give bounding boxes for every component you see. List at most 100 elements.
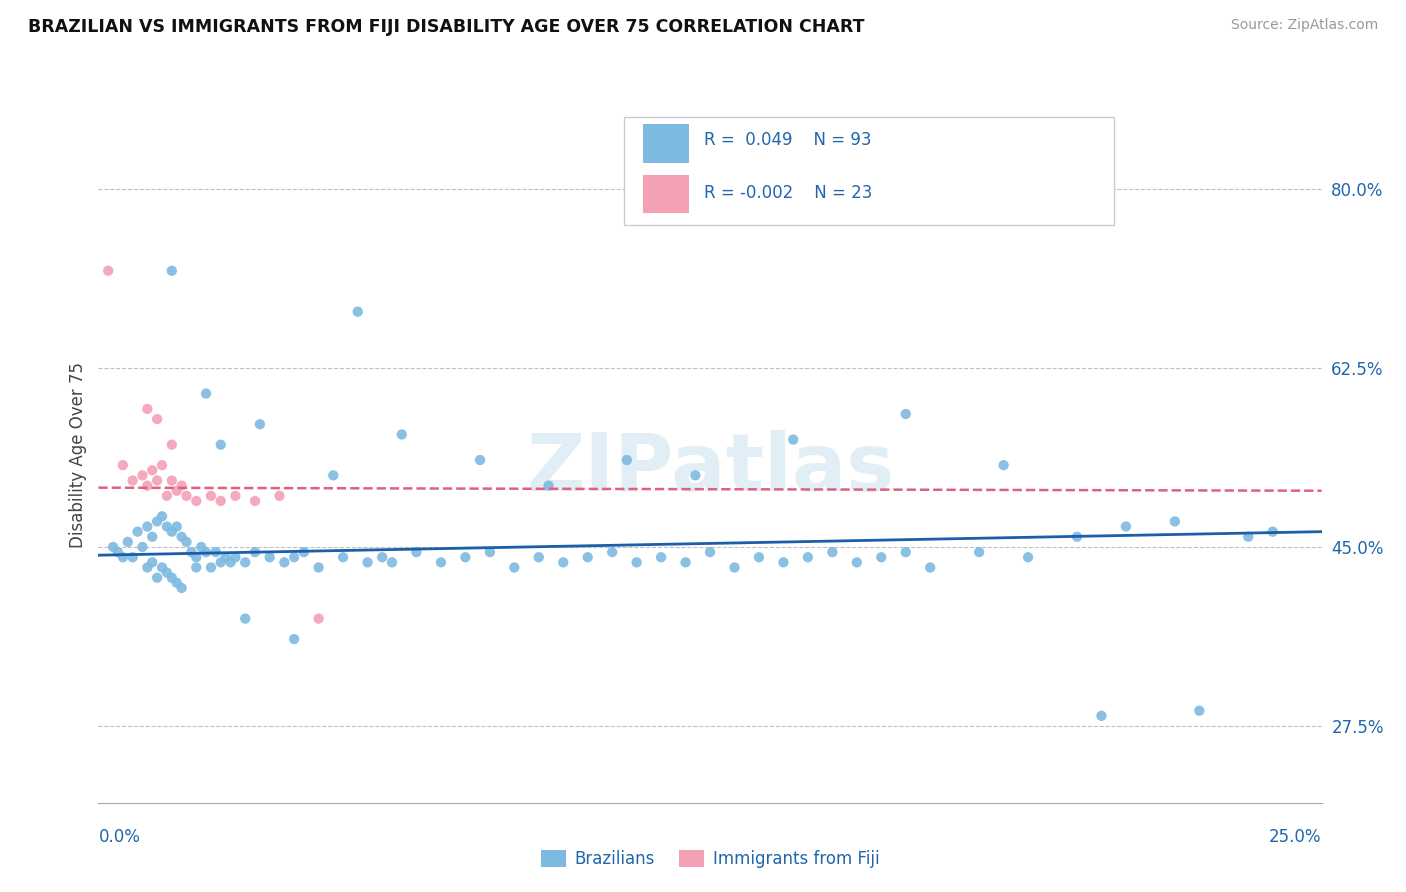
Point xyxy=(136,401,159,416)
Point xyxy=(468,453,491,467)
Point xyxy=(160,524,183,539)
Point xyxy=(160,571,183,585)
Point xyxy=(136,478,159,492)
Point xyxy=(97,264,120,278)
Point xyxy=(219,555,242,569)
Point xyxy=(845,555,868,569)
Point xyxy=(209,555,232,569)
Point xyxy=(685,468,707,483)
Point xyxy=(156,489,179,503)
Point xyxy=(200,560,222,574)
Point xyxy=(160,438,183,452)
Point xyxy=(224,489,246,503)
Point xyxy=(283,550,305,565)
FancyBboxPatch shape xyxy=(624,118,1114,226)
Point xyxy=(200,489,222,503)
Point xyxy=(195,386,218,401)
Point xyxy=(166,519,188,533)
Point xyxy=(170,581,193,595)
Point xyxy=(111,458,134,472)
Point xyxy=(146,412,169,426)
Point xyxy=(170,478,193,492)
Text: 25.0%: 25.0% xyxy=(1270,829,1322,847)
Point xyxy=(141,530,163,544)
Point xyxy=(1261,524,1284,539)
Point xyxy=(332,550,354,565)
Point xyxy=(156,566,179,580)
Point xyxy=(430,555,453,569)
Point xyxy=(626,555,648,569)
Point xyxy=(308,560,330,574)
Point xyxy=(243,494,266,508)
Point xyxy=(1090,708,1112,723)
Point xyxy=(136,519,159,533)
Point xyxy=(600,545,623,559)
Point xyxy=(150,560,173,574)
Point xyxy=(1017,550,1039,565)
Point xyxy=(214,550,236,565)
Point xyxy=(356,555,378,569)
Point xyxy=(156,519,179,533)
Point xyxy=(117,534,139,549)
Point xyxy=(782,433,804,447)
Point xyxy=(371,550,394,565)
Point xyxy=(292,545,315,559)
Point xyxy=(527,550,550,565)
Point xyxy=(243,545,266,559)
Point xyxy=(101,540,124,554)
Point xyxy=(1066,530,1088,544)
Point xyxy=(233,555,256,569)
Point xyxy=(141,555,163,569)
Point xyxy=(723,560,745,574)
Text: ZIPatlas: ZIPatlas xyxy=(526,430,894,508)
Point xyxy=(259,550,281,565)
Point xyxy=(146,571,169,585)
Point xyxy=(107,545,129,559)
Point xyxy=(249,417,271,432)
Point xyxy=(131,468,153,483)
Point xyxy=(920,560,942,574)
Point xyxy=(141,463,163,477)
Point xyxy=(146,474,169,488)
Point xyxy=(322,468,344,483)
Point xyxy=(150,509,173,524)
Point xyxy=(166,483,188,498)
Point xyxy=(170,530,193,544)
Point xyxy=(405,545,427,559)
Point xyxy=(146,515,169,529)
Point xyxy=(894,545,917,559)
Point xyxy=(121,550,143,565)
Point xyxy=(1188,704,1211,718)
Point xyxy=(346,304,368,318)
Point xyxy=(195,545,218,559)
Point xyxy=(209,494,232,508)
Point xyxy=(503,560,526,574)
Point xyxy=(160,474,183,488)
Point xyxy=(1164,515,1187,529)
Text: R =  0.049    N = 93: R = 0.049 N = 93 xyxy=(704,131,872,149)
Point xyxy=(1237,530,1260,544)
Point xyxy=(308,612,330,626)
Point xyxy=(127,524,149,539)
Text: R = -0.002    N = 23: R = -0.002 N = 23 xyxy=(704,184,872,202)
Point xyxy=(748,550,770,565)
Point xyxy=(797,550,820,565)
Point xyxy=(870,550,893,565)
Text: BRAZILIAN VS IMMIGRANTS FROM FIJI DISABILITY AGE OVER 75 CORRELATION CHART: BRAZILIAN VS IMMIGRANTS FROM FIJI DISABI… xyxy=(28,18,865,36)
Point xyxy=(283,632,305,646)
Point xyxy=(391,427,413,442)
Point xyxy=(180,545,202,559)
Point xyxy=(111,550,134,565)
Point xyxy=(166,575,188,590)
Point xyxy=(160,264,183,278)
Point xyxy=(233,612,256,626)
Point xyxy=(186,560,208,574)
Text: Source: ZipAtlas.com: Source: ZipAtlas.com xyxy=(1230,18,1378,32)
Point xyxy=(136,560,159,574)
Point xyxy=(186,494,208,508)
Point xyxy=(537,478,560,492)
Point xyxy=(121,474,143,488)
Bar xyxy=(643,124,689,162)
Point xyxy=(478,545,501,559)
Point xyxy=(150,458,173,472)
